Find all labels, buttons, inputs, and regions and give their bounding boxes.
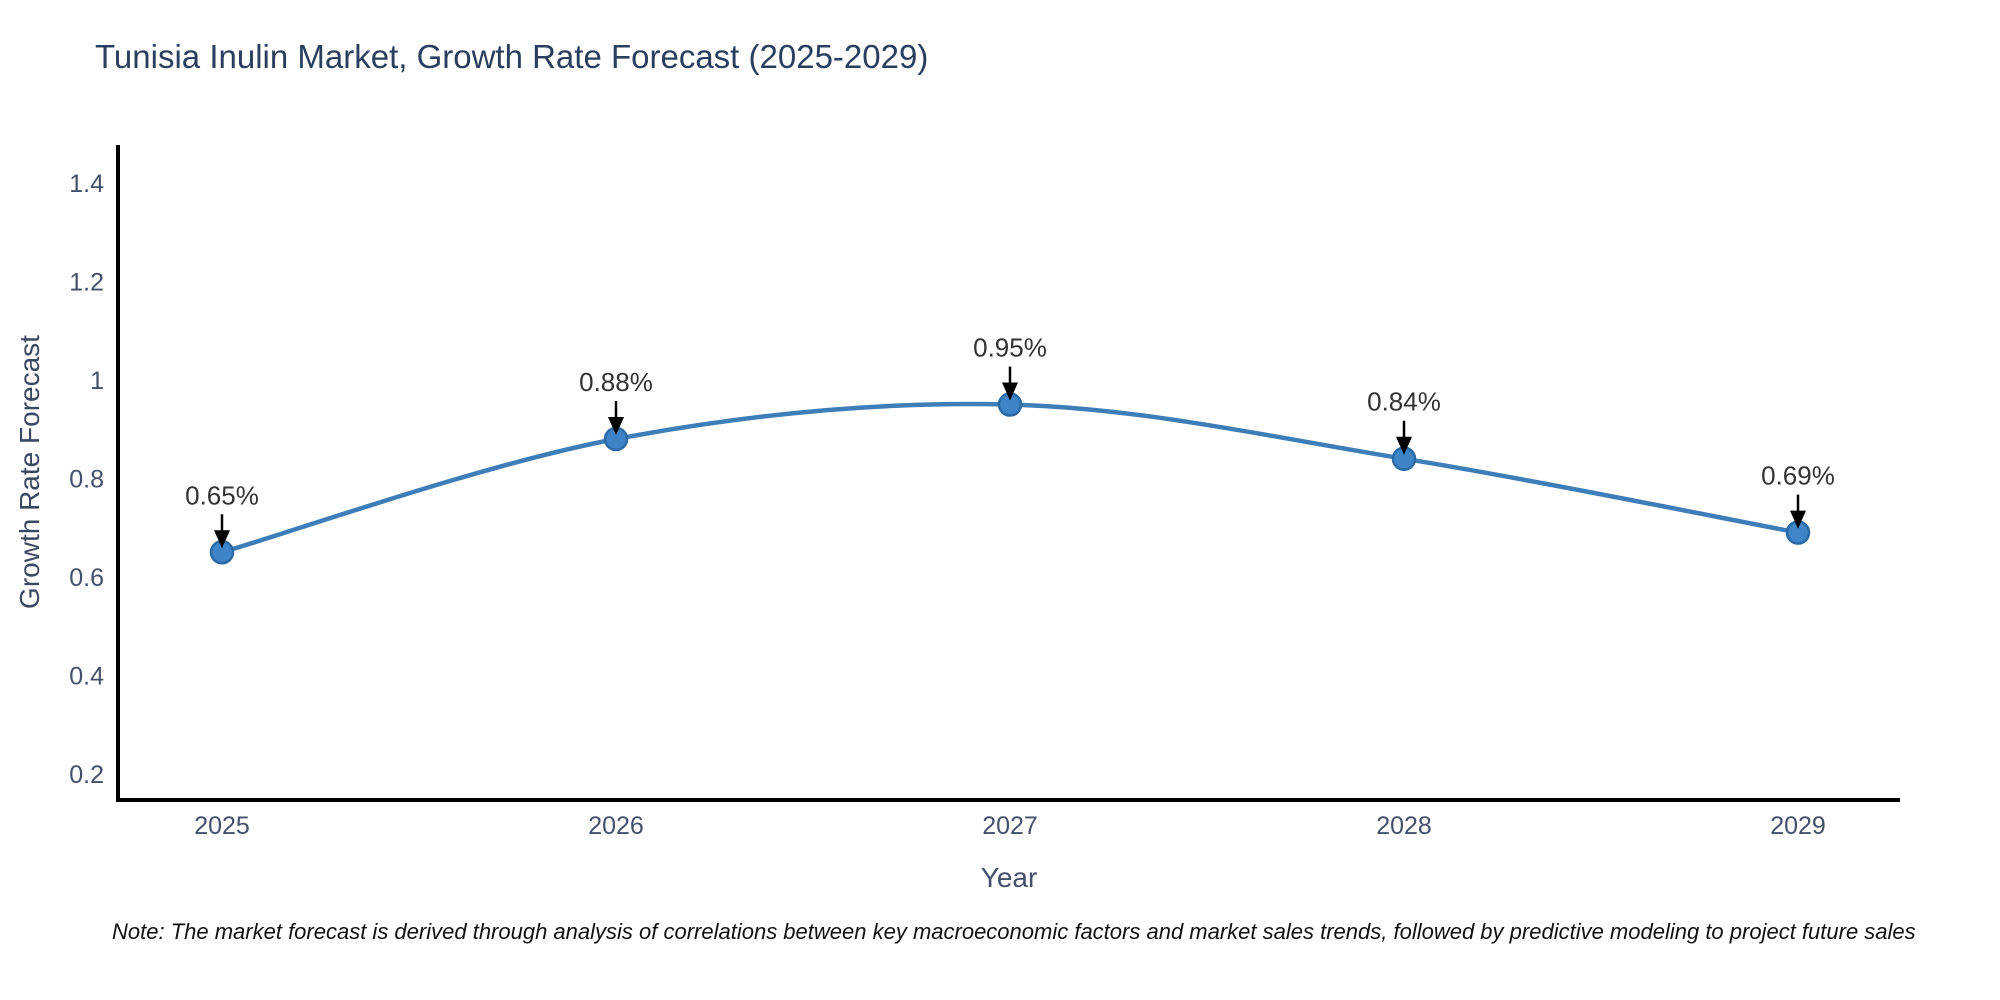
- footnote: Note: The market forecast is derived thr…: [112, 919, 1916, 944]
- y-tick-label: 0.4: [69, 662, 104, 690]
- annotation-arrow-head: [1790, 510, 1806, 529]
- data-point-label: 0.69%: [1761, 461, 1835, 491]
- annotation-arrow-head: [608, 417, 624, 436]
- x-tick-label: 2028: [1376, 812, 1432, 840]
- x-tick-label: 2026: [588, 812, 644, 840]
- annotation-arrow-head: [1002, 382, 1018, 401]
- x-tick-label: 2025: [194, 812, 250, 840]
- data-point-label: 0.84%: [1367, 387, 1441, 417]
- annotation-arrow-head: [1396, 436, 1412, 455]
- y-tick-label: 1.4: [69, 170, 104, 198]
- y-tick-label: 0.2: [69, 761, 104, 789]
- annotation-arrow-head: [214, 530, 230, 549]
- y-axis-title: Growth Rate Forecast: [14, 335, 45, 609]
- y-tick-label: 1.2: [69, 268, 104, 296]
- forecast-line: [221, 401, 1799, 555]
- data-point-label: 0.88%: [579, 367, 653, 397]
- y-tick-label: 1: [90, 367, 104, 395]
- data-point-label: 0.65%: [185, 480, 259, 510]
- data-point-label: 0.95%: [973, 333, 1047, 363]
- x-tick-label: 2029: [1770, 812, 1826, 840]
- y-tick-label: 0.8: [69, 465, 104, 493]
- y-tick-label: 0.6: [69, 564, 104, 592]
- chart-title: Tunisia Inulin Market, Growth Rate Forec…: [95, 38, 929, 75]
- x-tick-label: 2027: [982, 812, 1038, 840]
- x-axis-title: Year: [980, 862, 1038, 893]
